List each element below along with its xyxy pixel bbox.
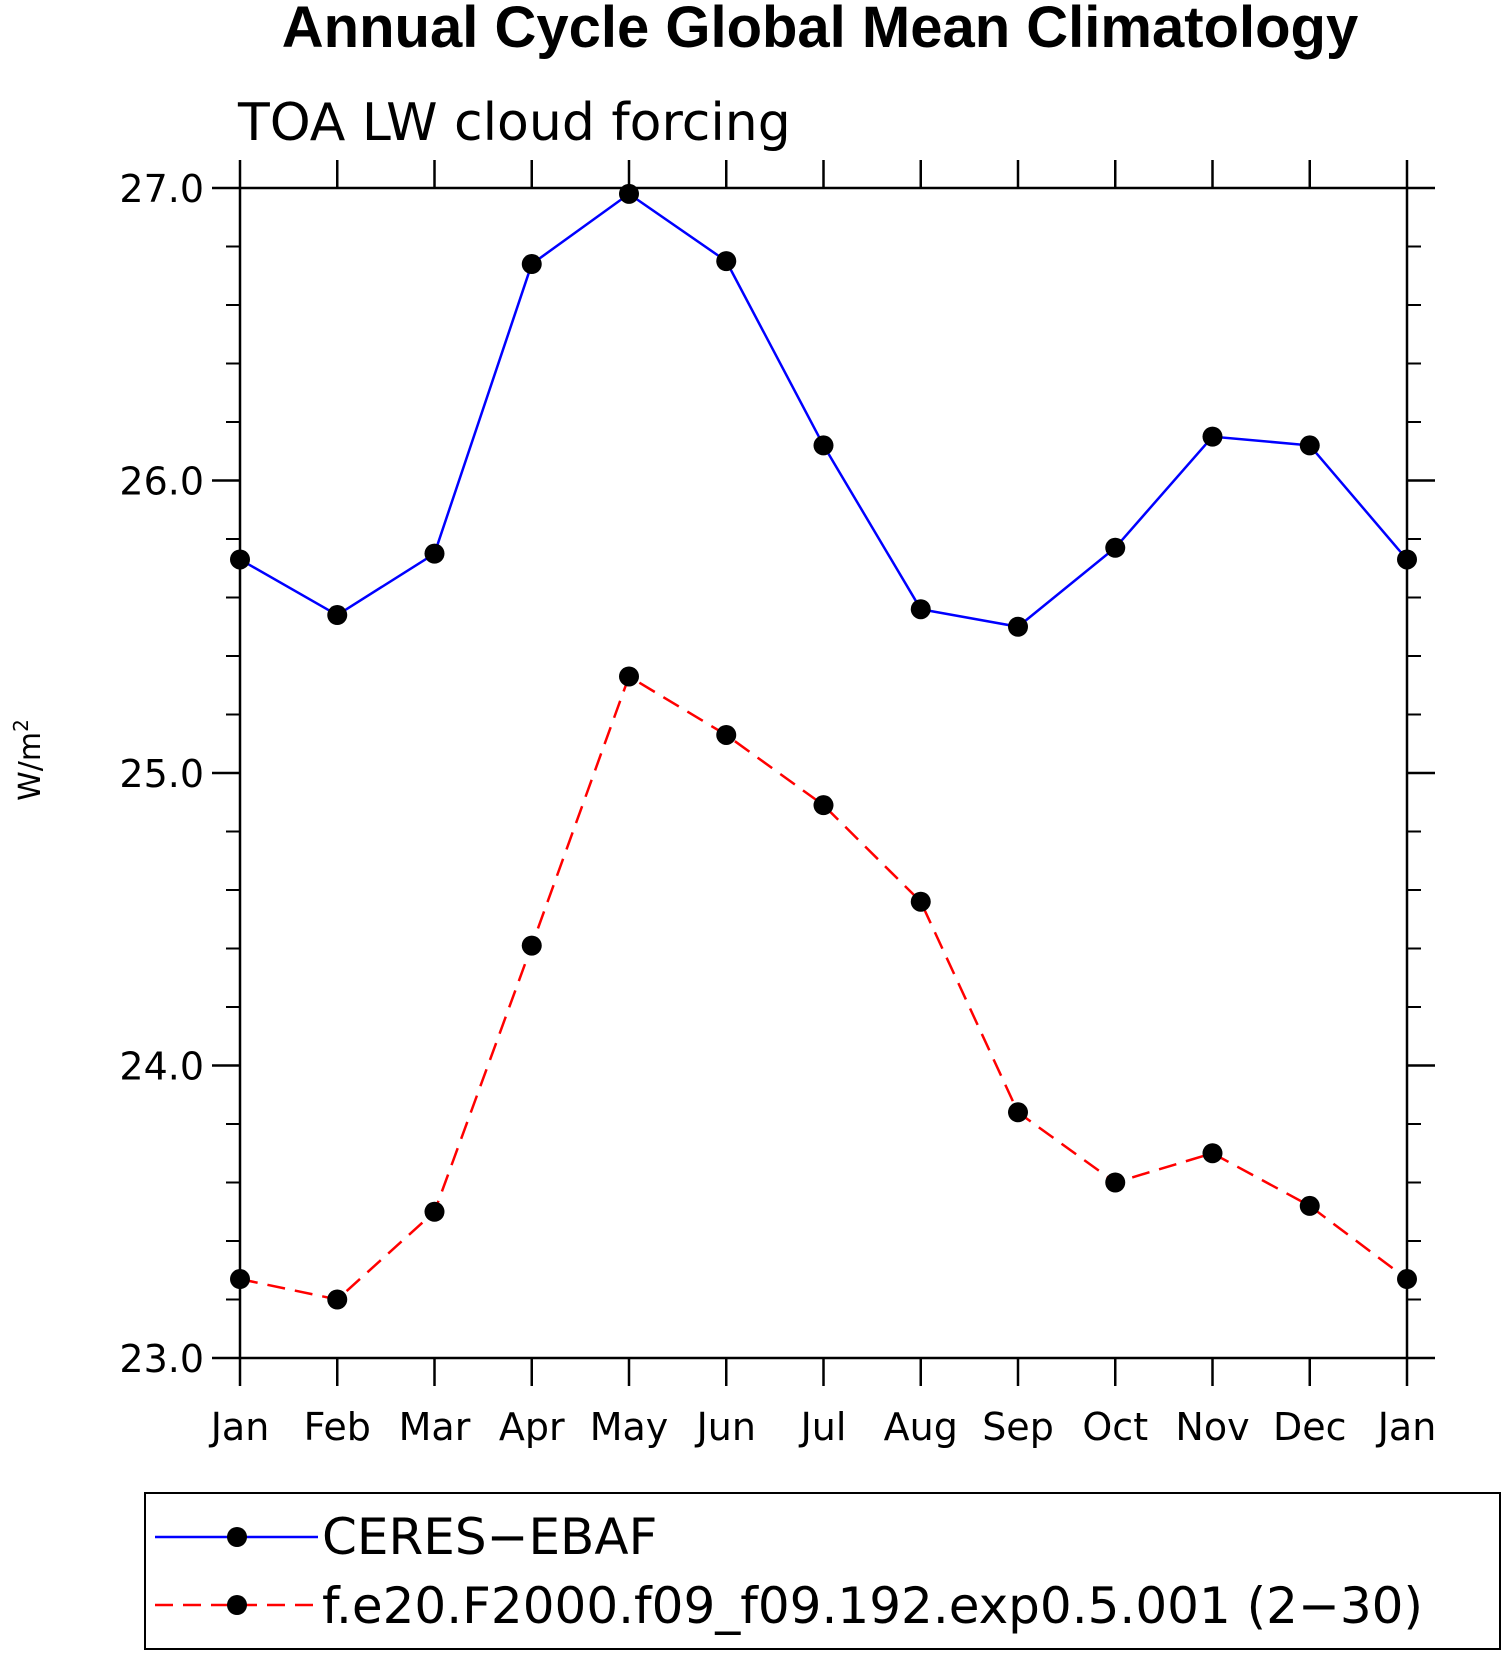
series-2-point	[521, 935, 542, 956]
series-2-point	[1105, 1172, 1126, 1193]
series-1-point	[1202, 426, 1223, 447]
series-1-point	[716, 251, 737, 272]
series-2-point	[424, 1201, 445, 1222]
y-tick-label: 23.0	[119, 1337, 204, 1381]
y-tick-labels: 23.0 24.0 25.0 26.0 27.0	[119, 167, 204, 1381]
series-1-point	[619, 183, 639, 204]
x-tick-label: Jan	[209, 1405, 270, 1449]
legend-marker-series-2	[227, 1595, 247, 1615]
series-1-point	[1008, 616, 1028, 637]
series-2-point	[327, 1289, 348, 1310]
series-1-point	[1299, 435, 1320, 456]
x-tick-label: Aug	[884, 1405, 958, 1449]
x-tick-label: Jun	[695, 1405, 756, 1449]
series-2-point	[716, 724, 737, 745]
series-2-point	[230, 1269, 250, 1290]
legend-label-series-1: CERES−EBAF	[322, 1508, 657, 1566]
series-1-point	[327, 605, 348, 626]
y-tick-label: 26.0	[119, 460, 204, 504]
axis-ticks	[212, 160, 1435, 1386]
y-axis-label-unit: W/m	[13, 732, 48, 801]
series-layer	[230, 183, 1417, 1310]
legend-marker-series-1	[227, 1527, 247, 1547]
chart-subtitle: TOA LW cloud forcing	[237, 93, 791, 153]
x-tick-label: Feb	[304, 1405, 371, 1449]
series-1-point	[230, 549, 250, 570]
chart-title: Annual Cycle Global Mean Climatology	[282, 0, 1358, 60]
series-2-point	[1008, 1102, 1028, 1123]
series-line-2	[239, 674, 1408, 1301]
y-tick-label: 25.0	[119, 752, 204, 796]
x-tick-label: May	[590, 1405, 669, 1449]
x-tick-label: Nov	[1175, 1405, 1249, 1449]
y-tick-label: 27.0	[119, 167, 204, 211]
series-1-point	[1105, 537, 1126, 558]
series-2-point	[1202, 1143, 1223, 1164]
x-tick-label: Sep	[982, 1405, 1054, 1449]
x-tick-label: Oct	[1082, 1405, 1148, 1449]
series-2-point	[1397, 1269, 1417, 1290]
series-2-point	[910, 891, 931, 912]
x-tick-label: Apr	[499, 1405, 565, 1449]
series-1-point	[1397, 549, 1417, 570]
x-tick-label: Jan	[1376, 1405, 1437, 1449]
legend-box	[144, 1492, 1501, 1650]
series-1-point	[521, 254, 542, 275]
x-tick-label: Dec	[1273, 1405, 1347, 1449]
x-tick-label: Jul	[799, 1405, 847, 1449]
series-1-point	[813, 435, 834, 456]
y-axis-label-exponent: 2	[9, 719, 33, 732]
legend-label-series-2: f.e20.F2000.f09_f09.192.exp0.5.001 (2−30…	[322, 1577, 1423, 1635]
x-tick-labels: Jan Feb Mar Apr May Jun Jul Aug Sep Oct Nov Dec Jan	[209, 1405, 1437, 1449]
plot-frame	[238, 186, 1409, 1360]
series-1-point	[424, 543, 445, 564]
x-tick-label: Mar	[399, 1405, 471, 1449]
legend: CERES−EBAF f.e20.F2000.f09_f09.192.exp0.…	[144, 1492, 1501, 1650]
series-line-1	[239, 192, 1408, 629]
series-2-point	[1299, 1195, 1320, 1216]
y-tick-label: 24.0	[119, 1045, 204, 1089]
series-2-point	[813, 795, 834, 816]
y-axis-label: W/m2	[9, 719, 48, 801]
series-1-point	[910, 599, 931, 620]
series-2-point	[619, 666, 639, 687]
